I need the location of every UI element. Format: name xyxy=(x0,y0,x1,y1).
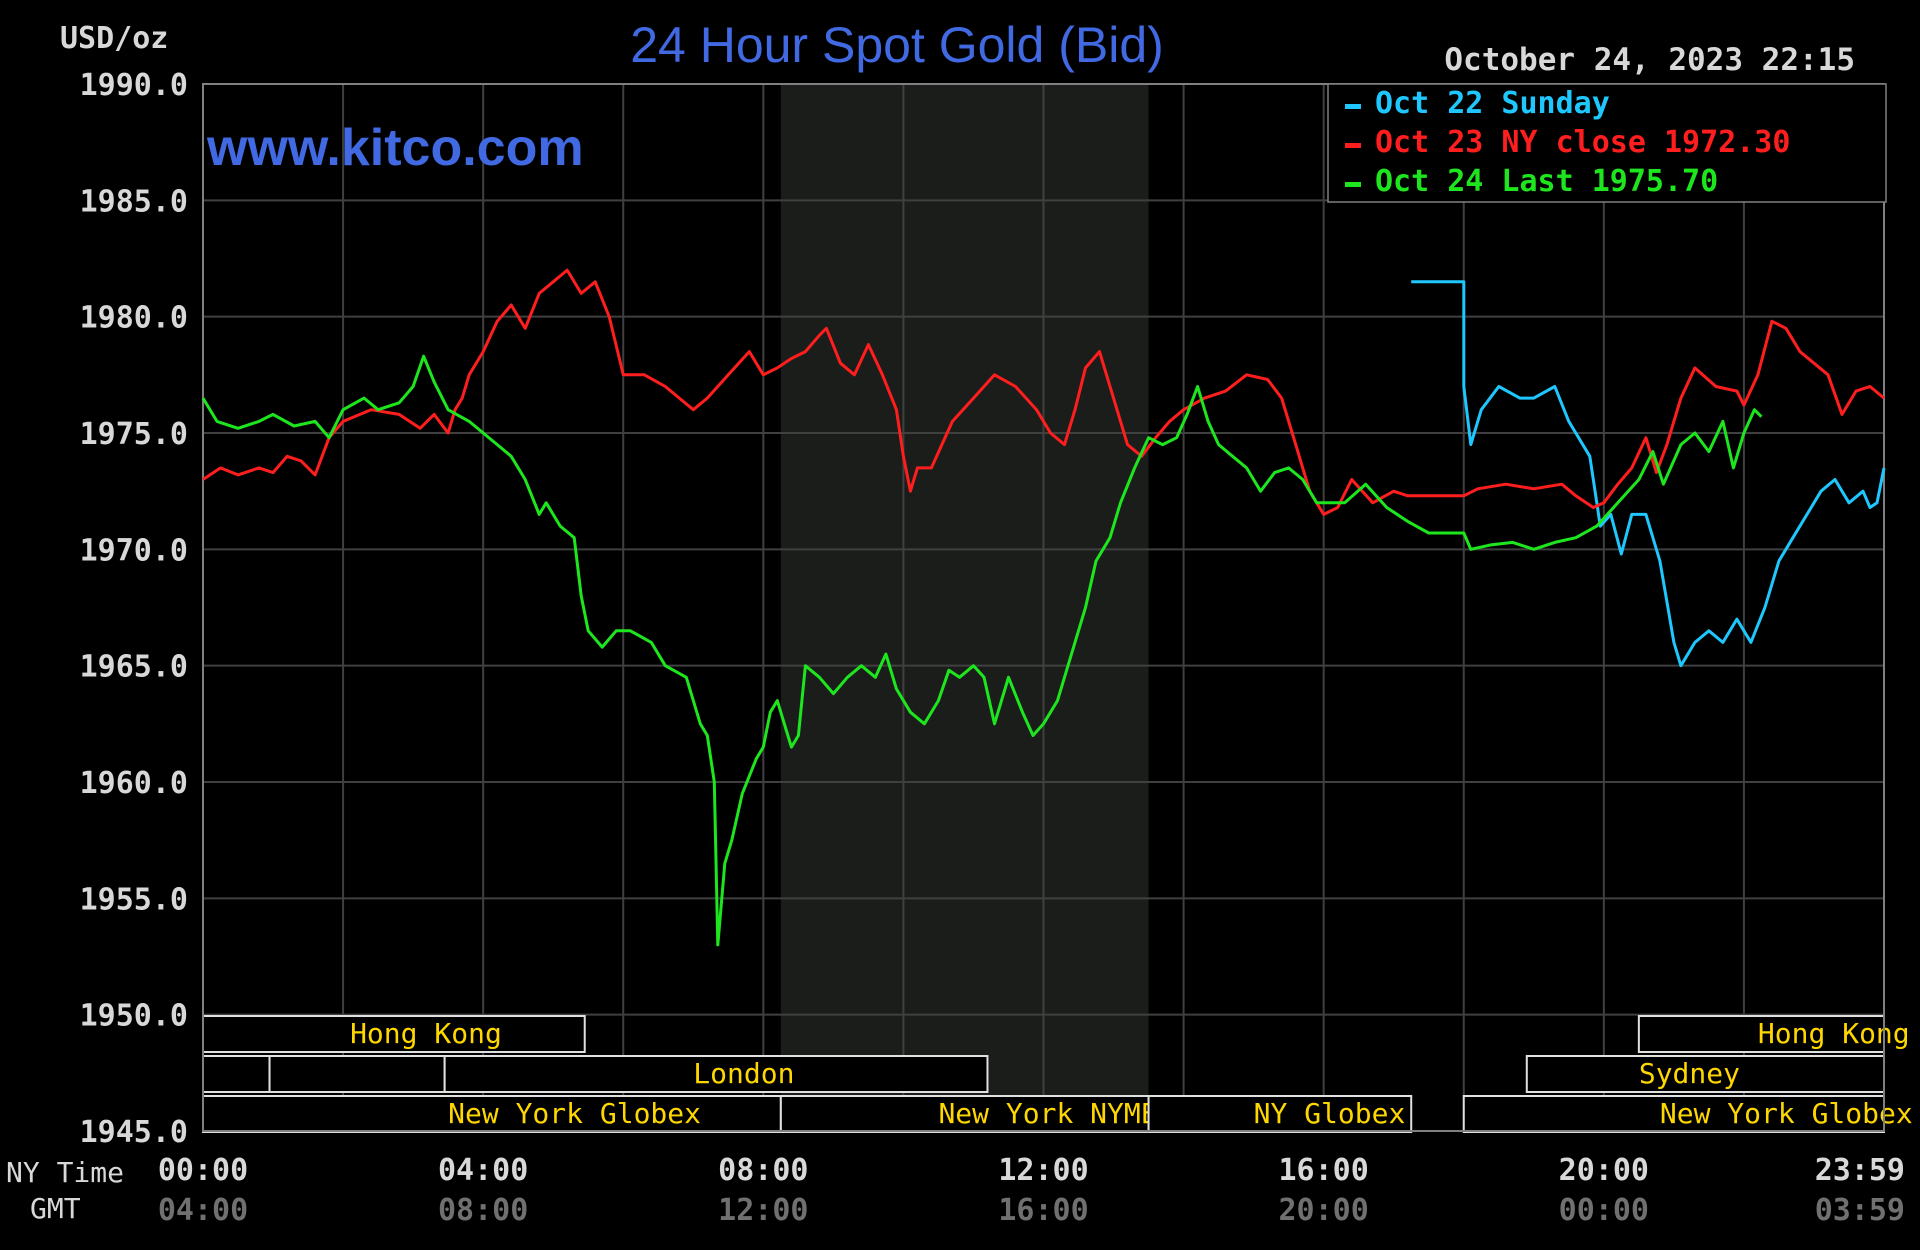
y-tick-label: 1975.0 xyxy=(80,417,188,452)
legend-swatch xyxy=(1345,104,1361,109)
gmt-label: GMT xyxy=(30,1192,81,1225)
timestamp: October 24, 2023 22:15 xyxy=(1444,42,1855,78)
x-tick-label-ny: 00:00 xyxy=(158,1153,248,1188)
y-tick-label: 1965.0 xyxy=(80,650,188,685)
y-tick-label: 1950.0 xyxy=(80,999,188,1034)
y-axis-ticks: 1990.0 1985.0 1980.0 1975.0 1970.0 1965.0 1960… xyxy=(80,68,188,1150)
session-box xyxy=(202,1015,586,1053)
nymex-shaded-region xyxy=(780,84,1149,1131)
y-tick-label: 1980.0 xyxy=(80,301,188,336)
x-tick-label-ny: 16:00 xyxy=(1279,1153,1369,1188)
x-tick-label-ny: 23:59 xyxy=(1815,1153,1905,1188)
x-tick-label-gmt: 16:00 xyxy=(998,1193,1088,1228)
series-line-1 xyxy=(202,268,1885,516)
legend: Oct 22 Sunday Oct 23 NY close 1972.30 Oct … xyxy=(1327,83,1887,203)
plot-border xyxy=(202,83,1885,1132)
session-box xyxy=(443,1055,989,1093)
session-box xyxy=(268,1055,446,1093)
session-label: London xyxy=(693,1057,794,1090)
session-label: New York Globex xyxy=(448,1097,701,1130)
x-tick-label-ny: 20:00 xyxy=(1559,1153,1649,1188)
legend-entry: Oct 23 NY close 1972.30 xyxy=(1375,125,1790,160)
x-tick-label-gmt: 04:00 xyxy=(158,1193,248,1228)
series-line-2 xyxy=(201,354,1763,947)
legend-entry: Oct 24 Last 1975.70 xyxy=(1375,164,1718,199)
y-tick-label: 1970.0 xyxy=(80,533,188,568)
y-tick-label: 1955.0 xyxy=(80,882,188,917)
session-label: New York Globex xyxy=(1660,1097,1913,1130)
session-box xyxy=(202,1055,271,1093)
session-label: Sydney xyxy=(1639,1057,1740,1090)
session-box xyxy=(1147,1095,1413,1133)
legend-entry: Oct 22 Sunday xyxy=(1375,86,1610,121)
x-tick-label-gmt: 20:00 xyxy=(1279,1193,1369,1228)
session-box xyxy=(202,1095,782,1133)
session-label: New York NYMEX xyxy=(938,1097,1174,1130)
y-tick-label: 1985.0 xyxy=(80,184,188,219)
legend-swatch xyxy=(1345,182,1361,187)
session-label: Hong Kong xyxy=(1758,1017,1910,1050)
ny-time-label: NY Time xyxy=(6,1156,124,1189)
x-tick-label-ny: 08:00 xyxy=(718,1153,808,1188)
unit-label: USD/oz xyxy=(60,21,168,56)
x-tick-label-gmt: 12:00 xyxy=(718,1193,808,1228)
price-series xyxy=(201,268,1886,947)
x-tick-label-gmt: 00:00 xyxy=(1559,1193,1649,1228)
watermark-url: www.kitco.com xyxy=(206,119,584,177)
session-label: NY Globex xyxy=(1254,1097,1406,1130)
legend-box xyxy=(1327,83,1887,203)
legend-swatch xyxy=(1345,143,1361,148)
chart-title: 24 Hour Spot Gold (Bid) xyxy=(630,17,1164,73)
series-line-0 xyxy=(1411,280,1886,668)
y-tick-label: 1990.0 xyxy=(80,68,188,103)
session-label: Hong Kong xyxy=(350,1017,502,1050)
y-tick-label: 1960.0 xyxy=(80,766,188,801)
x-tick-label-gmt: 08:00 xyxy=(438,1193,528,1228)
y-tick-label: 1945.0 xyxy=(80,1115,188,1150)
session-box xyxy=(779,1095,1150,1133)
x-tick-label-ny: 12:00 xyxy=(998,1153,1088,1188)
x-tick-label-ny: 04:00 xyxy=(438,1153,528,1188)
x-tick-label-gmt: 03:59 xyxy=(1815,1193,1905,1228)
x-axis-ticks: 00:00 04:00 04:00 08:00 08:00 12:00 12:00 16:00… xyxy=(158,1153,1905,1228)
